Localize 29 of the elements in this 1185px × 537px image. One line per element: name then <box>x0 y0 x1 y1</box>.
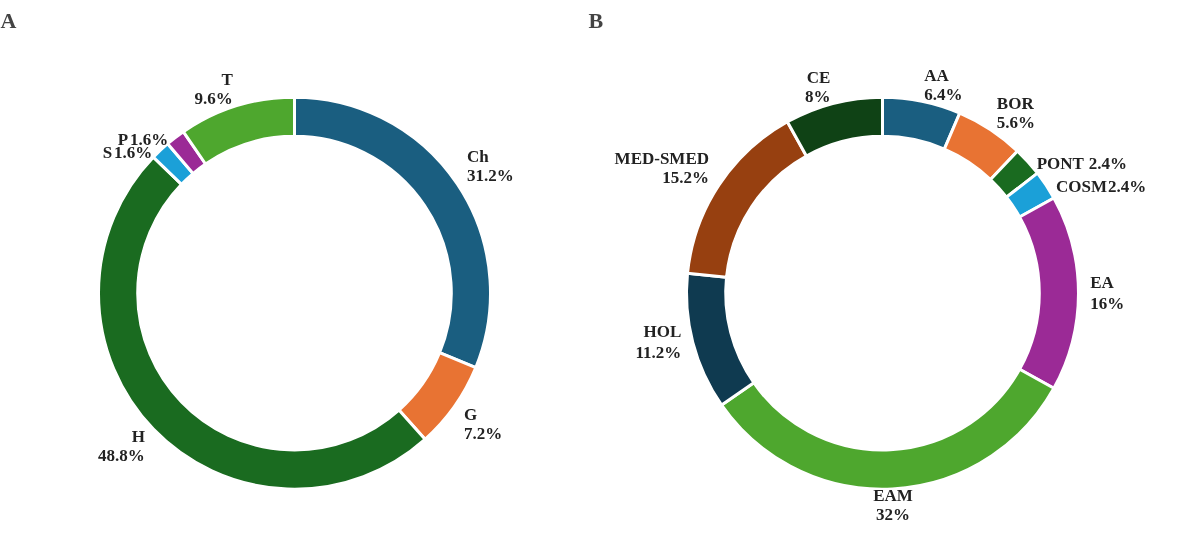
slice-label: HOL <box>643 321 682 341</box>
slice-label: T <box>221 70 234 90</box>
data-label: 8% <box>804 86 831 106</box>
data-label: 2.4% <box>1088 153 1127 173</box>
data-label: 32% <box>876 505 911 525</box>
data-label: 6.4% <box>924 84 963 104</box>
slice-label: EA <box>1090 273 1115 293</box>
slice-label: Ch <box>467 147 490 167</box>
slice-label: BOR <box>996 93 1035 113</box>
data-label: 15.2% <box>662 167 710 187</box>
data-label: 11.2% <box>635 342 682 362</box>
data-label: 31.2% <box>467 166 514 186</box>
slice-label: CE <box>806 67 831 87</box>
slice-label: EAM <box>873 486 913 506</box>
slice-label: PONT <box>1036 153 1085 173</box>
data-label: 7.2% <box>464 423 503 443</box>
data-label: 48.8% <box>98 446 145 466</box>
slice-label: AA <box>924 65 950 85</box>
slice-label: COSM <box>1055 177 1107 197</box>
slice-label: MED-SMED <box>614 148 710 168</box>
data-label: 16% <box>1090 294 1125 314</box>
slice-label: G <box>464 404 478 424</box>
data-label: 2.4% <box>1107 177 1147 197</box>
data-label: 9.6% <box>194 89 233 109</box>
slice-label: H <box>131 427 145 447</box>
data-label: 5.6% <box>996 112 1036 132</box>
slice-label: S <box>102 142 113 162</box>
chart-title: A <box>0 7 17 33</box>
chart-title: B <box>588 7 604 33</box>
